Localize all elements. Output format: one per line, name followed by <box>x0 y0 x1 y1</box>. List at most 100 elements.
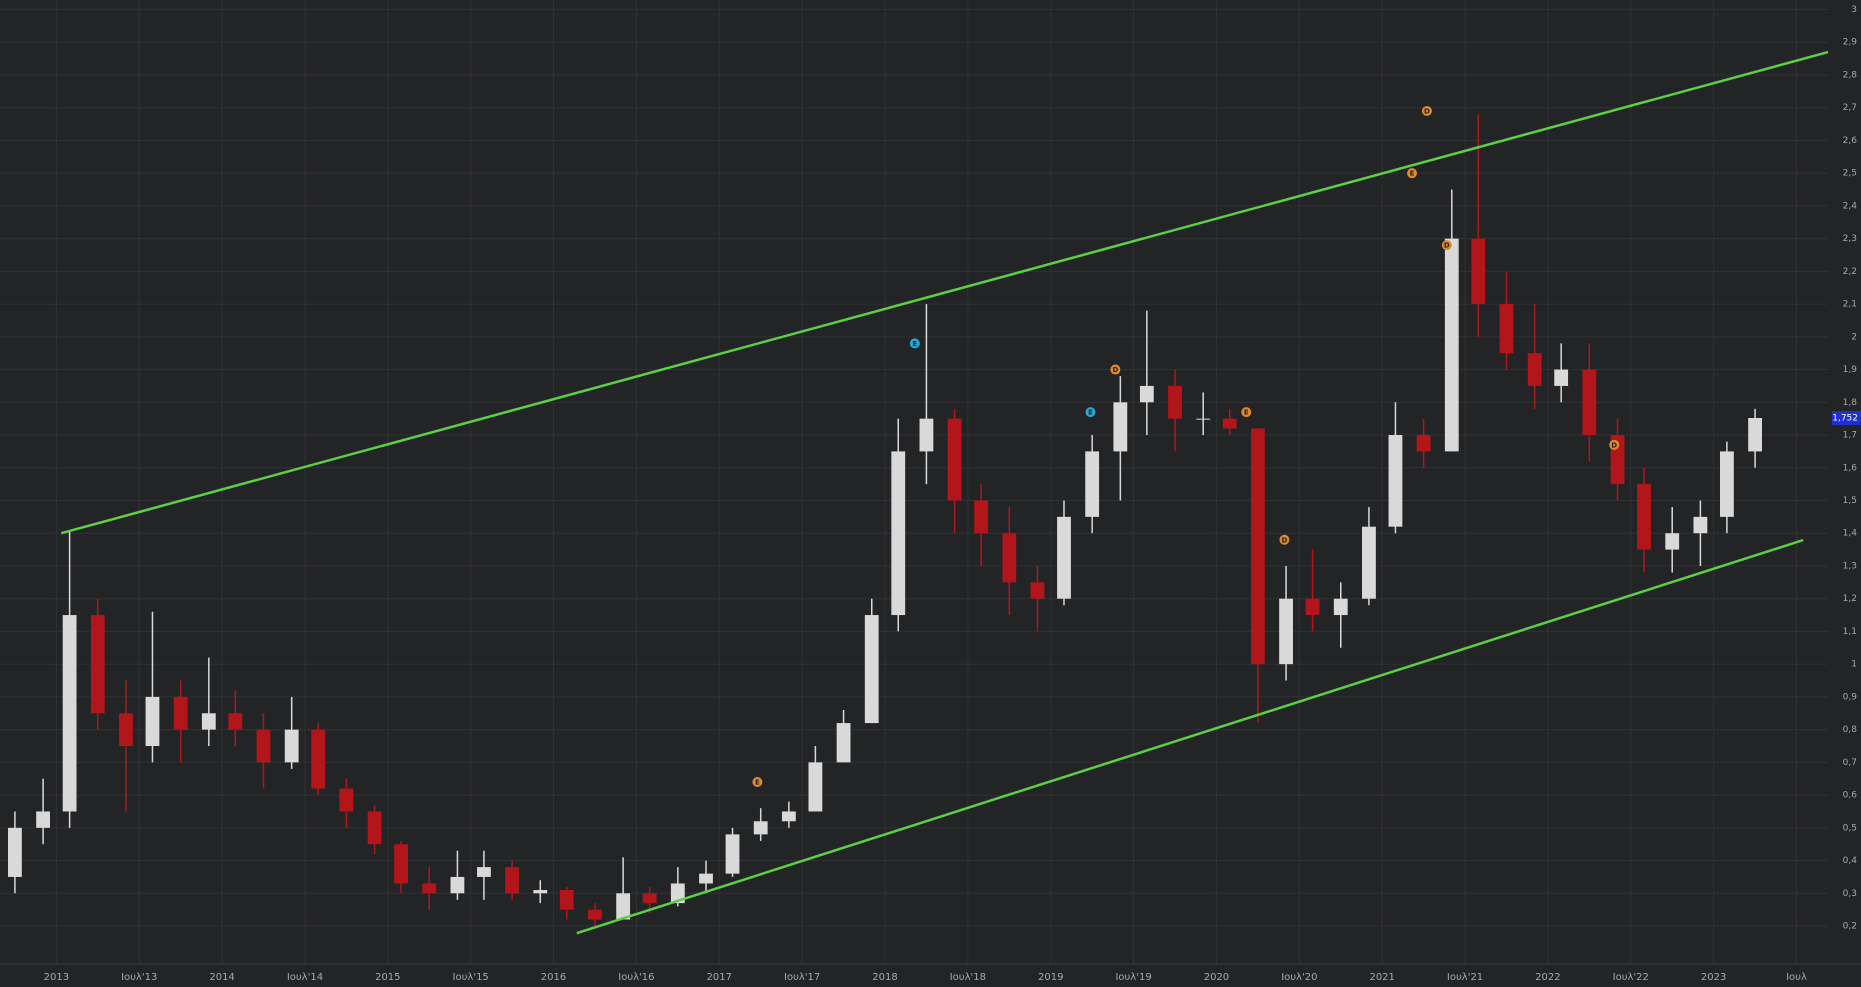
y-tick-label: 1,1 <box>1843 627 1857 637</box>
y-tick-label: 1,5 <box>1843 496 1857 506</box>
candle-body <box>311 729 326 789</box>
candle-body <box>1030 582 1045 599</box>
candle-body <box>1499 304 1514 354</box>
x-tick-label: Ιουλ'20 <box>1281 972 1317 983</box>
candle-body <box>228 713 243 730</box>
candle-body <box>1693 516 1708 534</box>
x-tick-label: 2020 <box>1204 972 1229 983</box>
candle-body <box>8 827 22 877</box>
candle-body <box>781 811 796 822</box>
candle-body <box>256 729 271 763</box>
y-tick-label: 0,9 <box>1843 692 1858 702</box>
candle-body <box>1582 369 1597 436</box>
candle-body <box>1333 598 1348 616</box>
candle-body <box>36 811 50 828</box>
y-tick-label: 0,4 <box>1843 856 1858 866</box>
x-tick-label: 2018 <box>872 972 897 983</box>
trendline <box>576 538 1804 935</box>
x-tick-label: Ιουλ'14 <box>287 972 323 983</box>
candle-body <box>864 615 879 724</box>
candle-body <box>1388 435 1403 527</box>
candle-body <box>119 713 133 746</box>
x-tick-label: 2014 <box>209 972 234 983</box>
candle-body <box>670 883 685 904</box>
candle-body <box>173 696 188 730</box>
candle-body <box>1250 428 1265 665</box>
candle-body <box>1416 435 1431 452</box>
candle-body <box>1113 402 1128 452</box>
candle-body <box>1665 533 1680 550</box>
y-tick-label: 2,1 <box>1843 300 1857 310</box>
candle-body <box>947 418 962 501</box>
x-tick-label: 2017 <box>707 972 732 983</box>
event-label: E <box>912 340 917 348</box>
candle-body <box>974 500 989 534</box>
candle-body <box>394 844 408 884</box>
candle-body <box>1057 516 1071 599</box>
event-label: D <box>1281 536 1287 544</box>
event-label: E <box>755 779 760 787</box>
candle-body <box>1719 451 1734 517</box>
candle-body <box>1527 353 1542 386</box>
candle-body <box>533 890 548 894</box>
candle-body <box>339 788 354 812</box>
candle-body <box>284 729 299 763</box>
event-marker <box>752 777 763 788</box>
candle-body <box>367 811 382 845</box>
y-tick-label: 2 <box>1851 332 1857 342</box>
event-marker <box>1241 407 1252 418</box>
y-tick-label: 2,5 <box>1843 169 1857 179</box>
event-marker <box>1279 534 1290 545</box>
last-price-label: 1,752 <box>1832 414 1858 424</box>
candle-body <box>1168 385 1182 419</box>
event-marker <box>1110 364 1121 375</box>
event-marker <box>1441 240 1452 251</box>
candle-body <box>62 615 77 812</box>
event-marker <box>1407 168 1418 179</box>
y-tick-label: 0,3 <box>1843 889 1857 899</box>
candle-body <box>477 867 491 877</box>
candle-body <box>90 615 105 714</box>
y-tick-label: 2,7 <box>1843 103 1857 113</box>
x-tick-label: Ιουλ'17 <box>784 972 820 983</box>
candle-body <box>1196 418 1211 420</box>
candle-body <box>1139 385 1154 403</box>
y-tick-label: 0,7 <box>1843 758 1857 768</box>
y-tick-label: 1,9 <box>1843 365 1858 375</box>
candle-body <box>1279 598 1293 665</box>
event-label: D <box>1112 366 1118 374</box>
candle-body <box>1637 484 1651 550</box>
y-tick-label: 2,2 <box>1843 267 1857 277</box>
event-label: D <box>1611 441 1617 449</box>
event-label: E <box>1088 409 1093 417</box>
event-marker <box>1609 439 1620 450</box>
candle-body <box>1002 533 1017 583</box>
candle-body <box>616 893 631 920</box>
x-tick-label: Ιουλ'16 <box>618 972 654 983</box>
event-label: E <box>1410 170 1415 178</box>
x-tick-label: 2022 <box>1535 972 1560 983</box>
candle-body <box>753 821 768 835</box>
candle-body <box>1444 238 1459 452</box>
x-tick-label: 2016 <box>541 972 566 983</box>
y-tick-label: 1,6 <box>1843 463 1858 473</box>
candle-body <box>836 723 851 763</box>
x-tick-label: 2013 <box>44 972 69 983</box>
x-tick-label: Ιουλ'21 <box>1447 972 1483 983</box>
event-label: E <box>1244 409 1249 417</box>
x-tick-label: Ιουλ'15 <box>453 972 489 983</box>
candle-body <box>145 696 160 746</box>
event-marker <box>1085 407 1096 418</box>
candle-body <box>505 867 520 894</box>
y-tick-label: 2,8 <box>1843 70 1858 80</box>
y-tick-label: 1,2 <box>1843 594 1857 604</box>
y-tick-label: 1 <box>1851 660 1857 670</box>
x-tick-label: Ιουλ'22 <box>1613 972 1649 983</box>
candle-body <box>450 876 465 894</box>
candle-body <box>808 762 823 812</box>
candle-body <box>1748 418 1762 452</box>
candle-body <box>588 909 602 920</box>
candle-body <box>1471 238 1486 305</box>
